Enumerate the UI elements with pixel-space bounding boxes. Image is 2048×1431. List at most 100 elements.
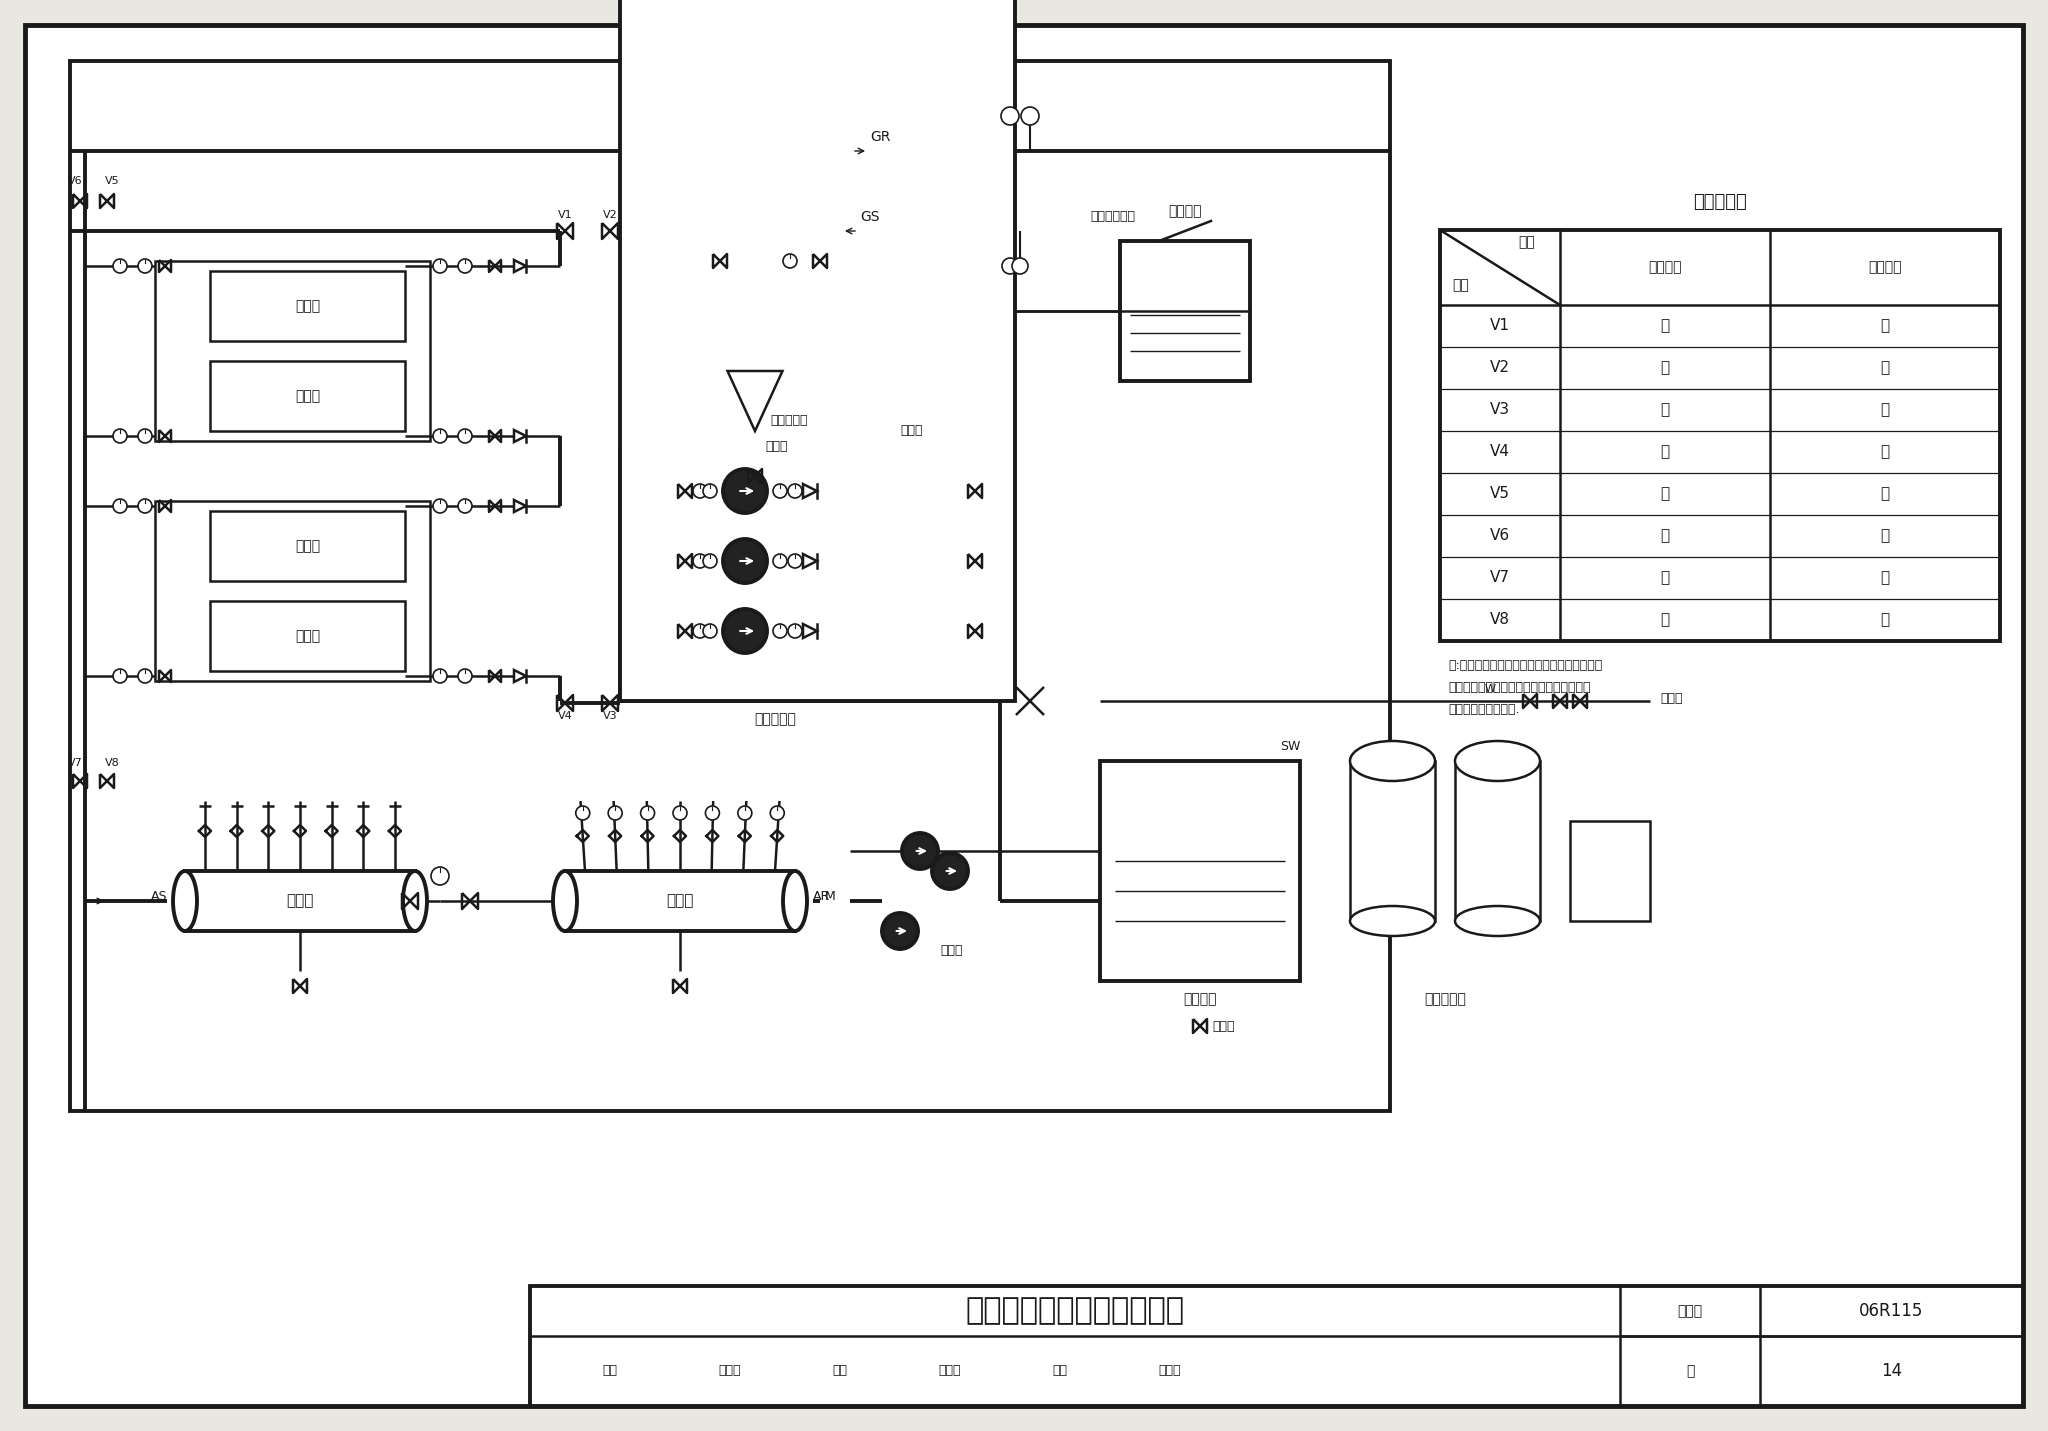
Circle shape <box>702 624 717 638</box>
Text: 开: 开 <box>1880 528 1890 544</box>
Polygon shape <box>514 260 526 272</box>
Text: 关: 关 <box>1880 319 1890 333</box>
Text: 自来水: 自来水 <box>1661 691 1683 704</box>
Circle shape <box>901 833 938 869</box>
Text: 赵庆珠: 赵庆珠 <box>719 1365 741 1378</box>
Circle shape <box>1012 258 1028 273</box>
Bar <box>211 270 406 341</box>
Circle shape <box>705 806 719 820</box>
Text: V7: V7 <box>68 758 82 768</box>
Text: 14: 14 <box>1880 1362 1903 1379</box>
Text: AR: AR <box>813 890 829 903</box>
Polygon shape <box>514 670 526 683</box>
Bar <box>156 501 430 681</box>
Circle shape <box>737 806 752 820</box>
Circle shape <box>772 554 786 568</box>
Text: V4: V4 <box>557 711 571 721</box>
Text: 关: 关 <box>1661 445 1669 459</box>
Circle shape <box>113 429 127 444</box>
Circle shape <box>459 499 471 512</box>
Polygon shape <box>514 499 526 512</box>
Circle shape <box>723 469 768 512</box>
Circle shape <box>772 624 786 638</box>
Text: 岳玉亮: 岳玉亮 <box>1159 1365 1182 1378</box>
Text: 补水泵: 补水泵 <box>940 944 963 957</box>
Circle shape <box>788 554 803 568</box>
Ellipse shape <box>553 871 578 932</box>
Circle shape <box>770 806 784 820</box>
Text: W: W <box>1485 684 1495 694</box>
Circle shape <box>1001 107 1020 124</box>
Text: 图集号: 图集号 <box>1677 1304 1702 1318</box>
Bar <box>621 451 999 701</box>
Circle shape <box>137 499 152 512</box>
Text: 关: 关 <box>1661 612 1669 628</box>
Text: 关: 关 <box>1880 571 1890 585</box>
Bar <box>1350 761 1436 922</box>
Text: V6: V6 <box>68 176 82 186</box>
Text: 软化水装置: 软化水装置 <box>1423 992 1466 1006</box>
Circle shape <box>1022 107 1038 124</box>
Text: V2: V2 <box>602 210 616 220</box>
Text: 设计: 设计 <box>1053 1365 1067 1378</box>
Bar <box>1440 230 2001 641</box>
Text: 阀门切换表: 阀门切换表 <box>1694 193 1747 210</box>
Text: 接室外地源水: 接室外地源水 <box>1090 209 1135 222</box>
Bar <box>70 62 1391 1110</box>
Text: 阀门: 阀门 <box>1452 278 1468 292</box>
Text: 软化水箱: 软化水箱 <box>1184 992 1217 1006</box>
Text: 开: 开 <box>1661 319 1669 333</box>
Text: V5: V5 <box>1491 487 1509 501</box>
Circle shape <box>432 429 446 444</box>
Circle shape <box>883 913 918 949</box>
Text: 开: 开 <box>1661 402 1669 418</box>
Text: V3: V3 <box>602 711 616 721</box>
Text: 冷凝器: 冷凝器 <box>295 539 319 552</box>
Polygon shape <box>803 484 817 498</box>
Text: 06R115: 06R115 <box>1860 1302 1923 1319</box>
Text: 审核: 审核 <box>602 1365 618 1378</box>
Circle shape <box>137 429 152 444</box>
Text: 赵晓宇: 赵晓宇 <box>938 1365 961 1378</box>
Bar <box>156 260 430 441</box>
Bar <box>530 1286 2023 1407</box>
Circle shape <box>113 670 127 683</box>
Text: V5: V5 <box>104 176 119 186</box>
Text: V2: V2 <box>1491 361 1509 375</box>
Text: 开: 开 <box>1880 612 1890 628</box>
Text: 夏季供冷: 夏季供冷 <box>1649 260 1681 275</box>
Text: 蒸发器: 蒸发器 <box>295 630 319 643</box>
Circle shape <box>432 499 446 512</box>
Text: SW: SW <box>1280 740 1300 753</box>
Text: V6: V6 <box>1491 528 1509 544</box>
Bar <box>727 260 782 371</box>
Text: 开: 开 <box>1661 487 1669 501</box>
Circle shape <box>702 554 717 568</box>
Text: V4: V4 <box>1491 445 1509 459</box>
Circle shape <box>692 554 707 568</box>
Circle shape <box>459 259 471 273</box>
Bar <box>621 0 1016 701</box>
Circle shape <box>932 853 969 889</box>
Circle shape <box>459 429 471 444</box>
Text: 旋流除砂器: 旋流除砂器 <box>770 415 807 428</box>
Text: V1: V1 <box>557 210 571 220</box>
Polygon shape <box>514 429 526 442</box>
Ellipse shape <box>1454 741 1540 781</box>
Text: 关: 关 <box>1661 361 1669 375</box>
Circle shape <box>432 670 446 683</box>
Text: V8: V8 <box>1491 612 1509 628</box>
Circle shape <box>608 806 623 820</box>
Bar <box>565 871 795 932</box>
Text: 至排水: 至排水 <box>766 439 788 452</box>
Text: 开: 开 <box>1661 571 1669 585</box>
Circle shape <box>575 806 590 820</box>
Text: 页: 页 <box>1686 1364 1694 1378</box>
Text: 分水器: 分水器 <box>287 893 313 909</box>
Circle shape <box>702 484 717 498</box>
Text: 阀门关闭然后再打开应开启的阀门，以免室: 阀门关闭然后再打开应开启的阀门，以免室 <box>1448 681 1591 694</box>
Text: 至排水: 至排水 <box>1212 1019 1235 1033</box>
Text: V3: V3 <box>1491 402 1509 418</box>
Text: GS: GS <box>860 210 881 225</box>
Ellipse shape <box>1454 906 1540 936</box>
